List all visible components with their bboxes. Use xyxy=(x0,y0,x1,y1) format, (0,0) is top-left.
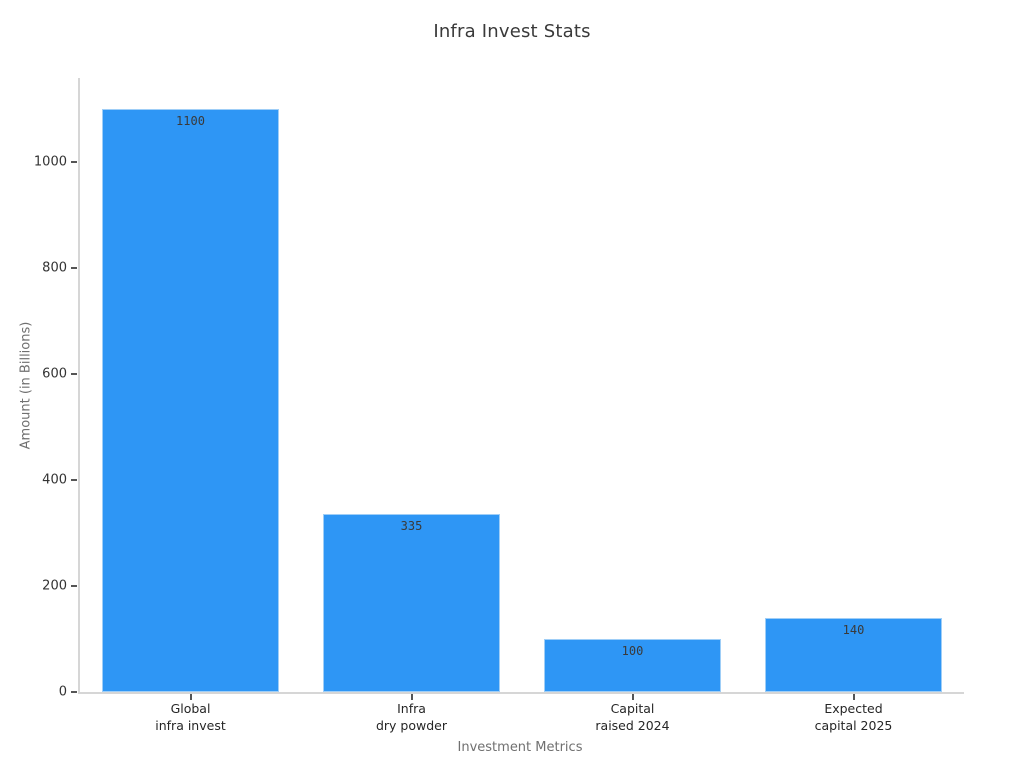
y-tick-mark xyxy=(71,372,77,375)
y-tick-label: 1000 xyxy=(33,154,67,170)
y-axis-title: Amount (in Billions) xyxy=(16,78,36,692)
y-tick-label: 600 xyxy=(42,366,67,382)
y-tick-label: 200 xyxy=(42,578,67,594)
bar-4: 140 xyxy=(764,617,943,692)
x-category-label: Expected capital 2025 xyxy=(814,701,893,733)
y-tick-mark xyxy=(71,160,77,163)
x-tick-mark xyxy=(631,694,634,700)
y-tick-mark xyxy=(71,584,77,587)
bar-value-label: 335 xyxy=(400,519,423,534)
bar-value-label: 100 xyxy=(621,643,644,658)
bar-2: 335 xyxy=(322,514,501,692)
chart-title: Infra Invest Stats xyxy=(433,21,591,42)
x-category-label: Capital raised 2024 xyxy=(595,701,670,733)
y-tick-mark xyxy=(71,266,77,269)
y-tick-label: 400 xyxy=(42,472,67,488)
bar-value-label: 140 xyxy=(842,622,865,637)
x-tick-mark xyxy=(189,694,192,700)
x-category-label: Infra dry powder xyxy=(375,701,447,733)
bar-value-label: 1100 xyxy=(176,113,205,128)
bar-1: 1100 xyxy=(101,108,280,692)
x-axis-title: Investment Metrics xyxy=(457,740,583,755)
y-tick-label: 0 xyxy=(58,684,67,700)
y-axis-title-text: Amount (in Billions) xyxy=(18,321,34,449)
y-tick-label: 800 xyxy=(42,260,67,276)
x-category-label: Global infra invest xyxy=(155,701,226,733)
x-tick-mark xyxy=(852,694,855,700)
x-tick-mark xyxy=(410,694,413,700)
y-tick-mark xyxy=(71,691,77,693)
plot-area: Amount (in Billions) 0 200 400 600 800 1000 11… xyxy=(19,78,964,733)
bar-3: 100 xyxy=(543,638,722,692)
y-tick-mark xyxy=(71,478,77,481)
